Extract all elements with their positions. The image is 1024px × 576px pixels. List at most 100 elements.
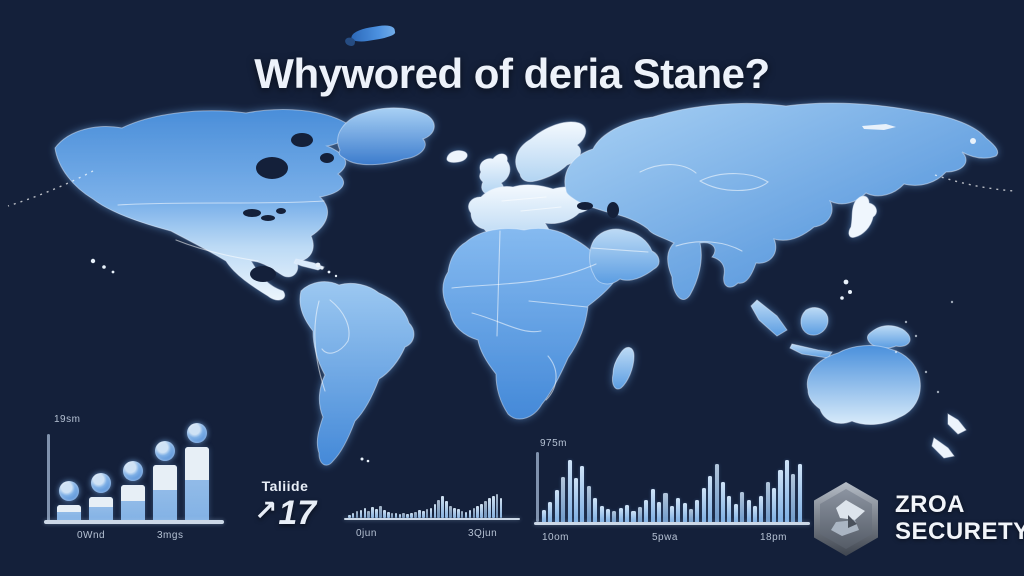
histogram-bar	[644, 500, 649, 522]
mini-bar	[460, 511, 464, 518]
histogram-bar	[746, 500, 751, 522]
chart1-bars	[57, 412, 239, 520]
mini-bar	[433, 504, 437, 518]
mini-bar	[351, 513, 355, 518]
mini-bar	[348, 515, 351, 518]
sumatra-shape	[750, 299, 788, 337]
stepped-bar-chart: 19sm 0Wnd 3mgs	[42, 412, 247, 562]
mini-bar	[453, 508, 456, 518]
trend-value: ↗17	[230, 494, 340, 530]
mini-bar	[390, 513, 394, 518]
histogram-bar	[599, 506, 604, 522]
trend-label: Taliide	[261, 478, 309, 494]
bar-badge-icon	[187, 423, 207, 443]
borneo-shape	[800, 307, 829, 336]
country-borders	[117, 164, 769, 401]
histogram-bar	[663, 493, 668, 522]
mini-bar	[375, 509, 378, 518]
mini-bar	[383, 510, 386, 518]
trend-up-arrow-icon: ↗	[253, 495, 278, 526]
mini-bar	[414, 512, 417, 518]
histogram-bar	[650, 489, 655, 522]
histogram-bar	[772, 488, 777, 522]
large-histogram: 975m 10om 5pwa 18pm	[532, 438, 818, 550]
mini-bar	[410, 513, 413, 518]
histogram-bar	[778, 470, 783, 522]
mini-bar	[484, 501, 487, 518]
mini-bar	[476, 506, 479, 518]
mini-bar	[491, 496, 495, 518]
stepped-bar	[153, 441, 177, 520]
java-shape	[789, 343, 833, 359]
japan-shape	[848, 195, 877, 238]
bar-cap	[185, 447, 209, 480]
bar-cap	[89, 497, 113, 507]
mini-bar	[456, 509, 460, 518]
mini-bar	[355, 511, 359, 518]
histogram-bar	[765, 482, 770, 522]
histogram-bar	[720, 482, 726, 522]
histogram-bar	[701, 488, 706, 522]
continent-australia	[806, 345, 921, 425]
histogram-bar	[618, 508, 623, 522]
cuba-shape	[293, 258, 326, 271]
histogram-bar	[554, 490, 559, 522]
histogram-bar	[669, 506, 674, 522]
histogram-bar	[637, 507, 642, 522]
histogram-bar	[791, 474, 796, 522]
island-chains	[7, 170, 1015, 207]
hex-shield-icon	[814, 482, 878, 556]
chart3-x-label-3: 18pm	[760, 532, 788, 543]
chart3-bars	[542, 458, 810, 522]
mini-bar	[495, 494, 499, 518]
histogram-bar	[625, 505, 630, 522]
mini-bar	[449, 506, 452, 518]
iceland-shape	[446, 150, 468, 163]
histogram-bar	[759, 496, 764, 522]
histogram-bar	[631, 511, 636, 522]
histogram-bar	[605, 509, 610, 522]
stepped-bar	[121, 461, 145, 520]
brand-name-line2: SECURETY	[895, 518, 1024, 545]
mini-bar	[406, 514, 409, 518]
chart1-x-label-2: 3mgs	[157, 530, 184, 541]
mini-bar	[359, 510, 363, 518]
mini-bar	[363, 508, 367, 518]
mini-bar	[488, 498, 491, 518]
mini-bar	[421, 511, 425, 518]
arabia-shape	[589, 228, 660, 285]
stepped-bar	[185, 423, 209, 520]
greenland-shape	[337, 107, 435, 166]
bar-cap	[57, 505, 81, 512]
brand-name-line1: ZROA	[895, 491, 965, 518]
bar-badge-icon	[123, 461, 143, 481]
mini-bar	[445, 501, 448, 518]
mini-bar	[394, 513, 398, 518]
histogram-bar	[688, 509, 694, 522]
histogram-bar	[714, 464, 719, 522]
mini-bar	[379, 506, 382, 518]
chart1-baseline	[44, 520, 224, 524]
water-cutouts	[243, 133, 619, 282]
histogram-bar	[682, 503, 687, 522]
trend-callout: Taliide ↗17	[230, 478, 340, 530]
bar-cap	[121, 485, 145, 501]
histogram-bar	[548, 502, 553, 522]
bar-badge-icon	[155, 441, 175, 461]
mini-bar	[425, 509, 429, 518]
bar-badge-icon	[59, 481, 79, 501]
chart3-x-label-1: 10om	[542, 532, 570, 543]
uk-ireland-shape	[479, 153, 511, 195]
histogram-bar	[740, 492, 745, 522]
chart2-x-label-1: 0jun	[356, 528, 377, 539]
chart3-axis-label: 975m	[540, 438, 568, 449]
mini-bar	[398, 514, 402, 518]
mini-bar	[386, 512, 390, 518]
histogram-bar	[657, 502, 662, 522]
scandinavia-shape	[515, 121, 587, 183]
stepped-bar	[89, 473, 113, 520]
mini-bar	[464, 512, 468, 518]
histogram-bar	[542, 510, 547, 522]
